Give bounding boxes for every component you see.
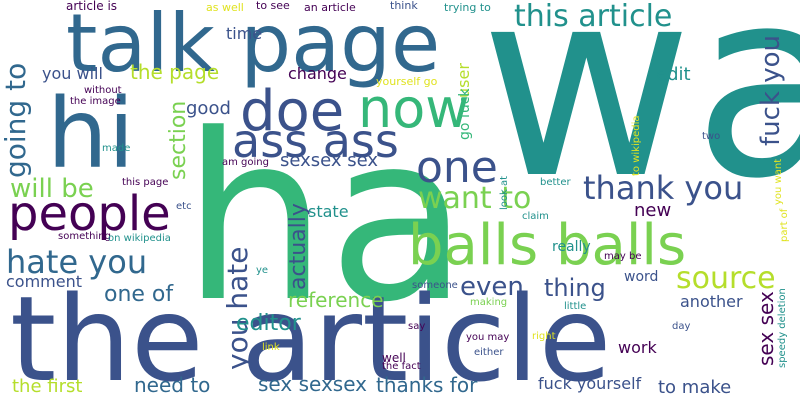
word: work	[618, 338, 657, 357]
word: hi	[47, 78, 135, 190]
word: thanks for	[376, 373, 478, 397]
word: something	[58, 231, 111, 242]
word: going to	[0, 62, 32, 178]
word: the image	[70, 96, 121, 107]
word: article is	[66, 0, 118, 13]
word: you want	[773, 158, 784, 205]
word: the fact	[382, 361, 421, 372]
word: made	[102, 143, 131, 154]
word: state	[308, 202, 349, 221]
word: think	[390, 0, 418, 12]
word: reference	[288, 288, 384, 312]
word: on wikipedia	[108, 233, 171, 244]
word: link	[262, 342, 280, 353]
word: thank you	[583, 169, 744, 207]
word: ha	[182, 86, 469, 353]
word: etc	[176, 201, 192, 212]
word: doe	[240, 79, 345, 144]
word: sex sex	[754, 291, 778, 366]
word: look at	[499, 175, 510, 210]
word: day	[672, 321, 691, 332]
word: now	[358, 77, 470, 140]
word: wa	[480, 0, 800, 236]
word: well	[382, 351, 406, 365]
word: better	[540, 177, 571, 188]
word: two	[702, 131, 721, 142]
word: even	[460, 272, 524, 302]
word: making	[470, 297, 508, 308]
word: may be	[604, 251, 642, 262]
word: ass ass	[232, 114, 399, 168]
word: say	[408, 321, 426, 332]
word: trying to	[444, 1, 491, 14]
word: speedy deletion	[777, 288, 788, 368]
word: an article	[304, 1, 356, 14]
word: sexsex sex	[280, 150, 379, 171]
word: word	[624, 269, 659, 285]
word: editor	[236, 311, 301, 336]
word: really	[552, 239, 591, 255]
word: good	[186, 98, 231, 119]
word: this article	[514, 0, 673, 34]
word: right	[532, 331, 556, 342]
word: either	[474, 347, 504, 358]
word: ye	[256, 265, 269, 276]
word: source	[676, 261, 776, 296]
word: another	[680, 292, 743, 311]
word: as well	[206, 1, 244, 14]
word: yourself go	[376, 75, 438, 88]
word: to make	[658, 377, 732, 398]
word: you hate	[221, 246, 254, 370]
word: you will	[42, 64, 103, 83]
word: need to	[134, 373, 211, 397]
word: change	[288, 64, 347, 83]
word: comment	[6, 272, 83, 291]
word: one	[416, 142, 498, 193]
word: will be	[10, 174, 94, 204]
word: thing	[544, 274, 606, 302]
word: people	[8, 186, 171, 242]
word: want to	[418, 181, 532, 216]
word: to see	[256, 0, 290, 12]
word: the first	[12, 376, 83, 397]
word: am going	[222, 157, 269, 168]
word: balls balls	[408, 213, 687, 278]
word: the page	[130, 60, 220, 84]
word: you may	[466, 332, 510, 343]
word: go fuck	[457, 88, 473, 140]
word: time	[226, 24, 263, 43]
word: talk page	[66, 0, 441, 90]
word: new	[634, 200, 672, 221]
word: little	[564, 301, 587, 312]
word: sex sexsex	[258, 372, 367, 396]
word: actually	[286, 203, 311, 290]
word: claim	[522, 211, 549, 222]
word: hate you	[6, 243, 148, 281]
word: without	[84, 85, 122, 96]
word: part of	[779, 208, 790, 242]
word: edit	[656, 64, 691, 85]
word: the article	[10, 270, 612, 400]
word: this page	[122, 177, 169, 188]
word: someone	[412, 280, 458, 291]
word: fuck yourself	[538, 374, 642, 393]
word: to wikipedia	[631, 115, 642, 177]
word: one of	[104, 282, 174, 307]
word: fuck you	[756, 34, 786, 146]
